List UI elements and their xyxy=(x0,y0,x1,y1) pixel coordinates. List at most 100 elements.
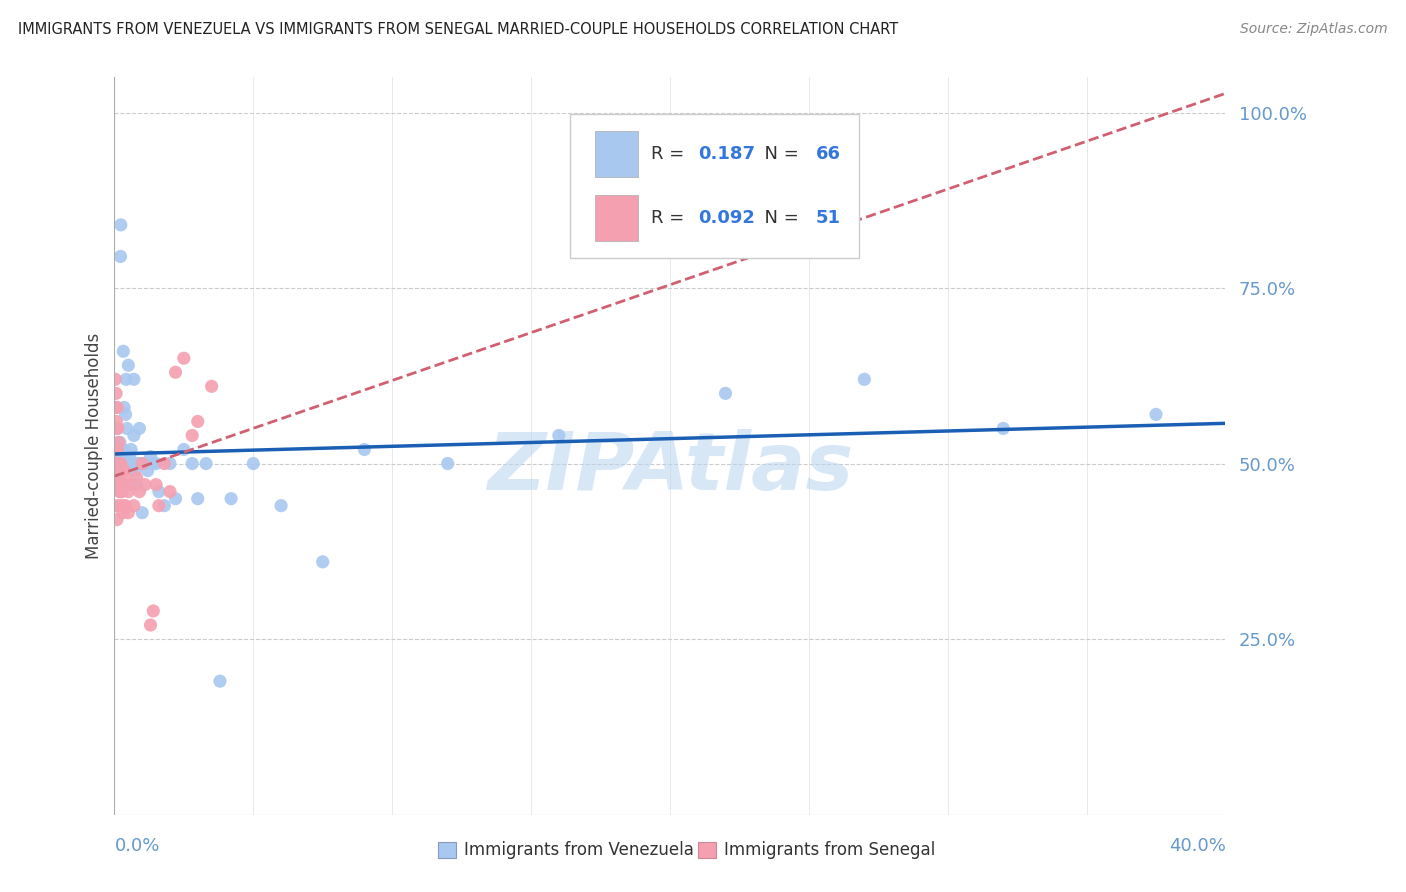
Text: N =: N = xyxy=(754,145,804,163)
Point xyxy=(114,499,136,513)
Point xyxy=(104,421,127,435)
Point xyxy=(114,408,136,422)
Point xyxy=(105,442,128,457)
Point xyxy=(128,421,150,435)
Point xyxy=(105,499,128,513)
Point xyxy=(853,372,876,386)
Point xyxy=(993,421,1015,435)
Point xyxy=(110,484,132,499)
Point xyxy=(107,421,129,435)
Point xyxy=(148,499,170,513)
Point xyxy=(122,372,145,386)
Text: ZIPAtlas: ZIPAtlas xyxy=(486,429,853,508)
Point xyxy=(111,506,134,520)
Point xyxy=(136,464,159,478)
Text: 40.0%: 40.0% xyxy=(1168,837,1226,855)
Point xyxy=(112,344,135,359)
Point xyxy=(165,365,187,379)
Point xyxy=(181,428,204,442)
Point xyxy=(107,470,129,484)
Point xyxy=(108,442,131,457)
Point xyxy=(122,499,145,513)
Point xyxy=(108,457,131,471)
Point xyxy=(159,457,181,471)
Point xyxy=(139,450,162,464)
Point xyxy=(120,442,142,457)
Point xyxy=(547,428,569,442)
Point xyxy=(125,457,148,471)
Point xyxy=(115,421,138,435)
Point xyxy=(121,457,143,471)
Point xyxy=(145,477,167,491)
Point xyxy=(187,491,209,506)
Point xyxy=(105,386,128,401)
Text: R =: R = xyxy=(651,210,690,227)
Point xyxy=(134,477,156,491)
Point xyxy=(105,457,128,471)
Point xyxy=(219,491,242,506)
Point xyxy=(131,506,153,520)
Point xyxy=(117,358,139,372)
Point xyxy=(312,555,335,569)
Point xyxy=(208,674,231,689)
Point xyxy=(714,386,737,401)
Point xyxy=(107,435,129,450)
Point xyxy=(107,470,129,484)
Point xyxy=(242,457,264,471)
Point xyxy=(108,484,131,499)
Point xyxy=(118,450,141,464)
Point xyxy=(153,457,176,471)
Point xyxy=(105,477,128,491)
FancyBboxPatch shape xyxy=(596,131,638,177)
Point xyxy=(270,499,292,513)
Text: 0.092: 0.092 xyxy=(697,210,755,227)
Text: Immigrants from Venezuela: Immigrants from Venezuela xyxy=(464,841,695,859)
Point xyxy=(124,464,146,478)
Point xyxy=(111,484,134,499)
Point xyxy=(173,351,195,366)
Text: Source: ZipAtlas.com: Source: ZipAtlas.com xyxy=(1240,22,1388,37)
Point xyxy=(145,457,167,471)
Point xyxy=(201,379,224,393)
Point xyxy=(112,499,135,513)
Point xyxy=(134,457,156,471)
Point xyxy=(142,457,165,471)
Text: N =: N = xyxy=(754,210,804,227)
Text: Immigrants from Senegal: Immigrants from Senegal xyxy=(724,841,935,859)
Text: IMMIGRANTS FROM VENEZUELA VS IMMIGRANTS FROM SENEGAL MARRIED-COUPLE HOUSEHOLDS C: IMMIGRANTS FROM VENEZUELA VS IMMIGRANTS … xyxy=(18,22,898,37)
Point xyxy=(105,470,128,484)
Point xyxy=(142,604,165,618)
Point xyxy=(165,491,187,506)
Point xyxy=(105,401,128,415)
Text: R =: R = xyxy=(651,145,690,163)
Point xyxy=(104,401,127,415)
Point xyxy=(353,442,375,457)
Point xyxy=(104,372,127,386)
Point xyxy=(115,372,138,386)
Point xyxy=(148,484,170,499)
Point xyxy=(139,618,162,632)
Y-axis label: Married-couple Households: Married-couple Households xyxy=(86,333,103,559)
Point xyxy=(105,442,128,457)
Point xyxy=(128,457,150,471)
Point xyxy=(108,477,131,491)
Point xyxy=(108,450,131,464)
Text: 66: 66 xyxy=(815,145,841,163)
Point xyxy=(104,457,127,471)
Point xyxy=(1144,408,1167,422)
Point xyxy=(107,435,129,450)
Point xyxy=(117,484,139,499)
Point xyxy=(111,442,134,457)
Point xyxy=(108,499,131,513)
Point xyxy=(187,414,209,428)
Text: 0.0%: 0.0% xyxy=(114,837,160,855)
Point xyxy=(117,457,139,471)
Point xyxy=(108,457,131,471)
Point xyxy=(110,457,132,471)
Point xyxy=(173,442,195,457)
Point xyxy=(105,442,128,457)
Point xyxy=(114,470,136,484)
Point xyxy=(105,414,128,428)
Point xyxy=(107,457,129,471)
Point xyxy=(436,457,458,471)
